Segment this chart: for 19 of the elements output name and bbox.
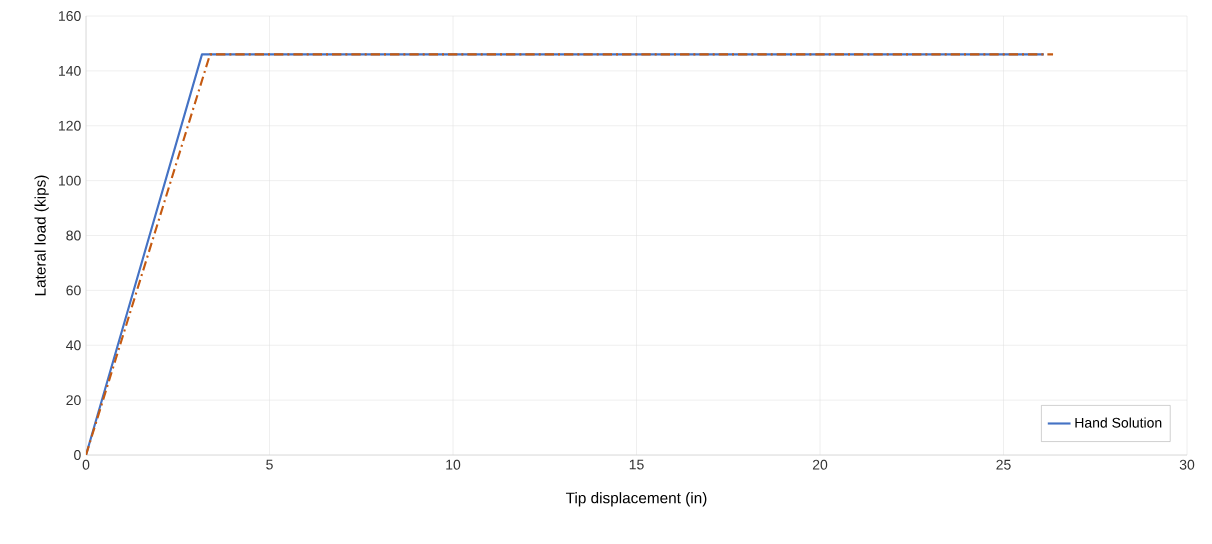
legend-label: Hand Solution: [1075, 417, 1162, 428]
x-tick-label: 10: [446, 459, 461, 470]
x-tick-label: 25: [996, 459, 1011, 470]
y-tick-label: 60: [66, 285, 81, 296]
y-tick-label: 20: [66, 395, 81, 406]
y-axis-title: Lateral load (kips): [34, 175, 49, 296]
x-tick-label: 30: [1179, 459, 1195, 470]
y-tick-label: 80: [66, 230, 81, 241]
y-tick-label: 160: [59, 11, 81, 21]
y-tick-label: 0: [74, 450, 81, 460]
x-tick-label: 0: [82, 459, 90, 470]
y-tick-label: 120: [59, 120, 81, 131]
y-tick-label: 100: [59, 175, 81, 186]
x-tick-label: 5: [266, 459, 273, 470]
y-tick-label: 40: [66, 340, 81, 351]
y-tick-label: 140: [59, 65, 81, 76]
x-tick-label: 15: [629, 459, 644, 470]
x-tick-label: 20: [812, 459, 828, 470]
x-axis-title: Tip displacement (in): [565, 492, 707, 507]
